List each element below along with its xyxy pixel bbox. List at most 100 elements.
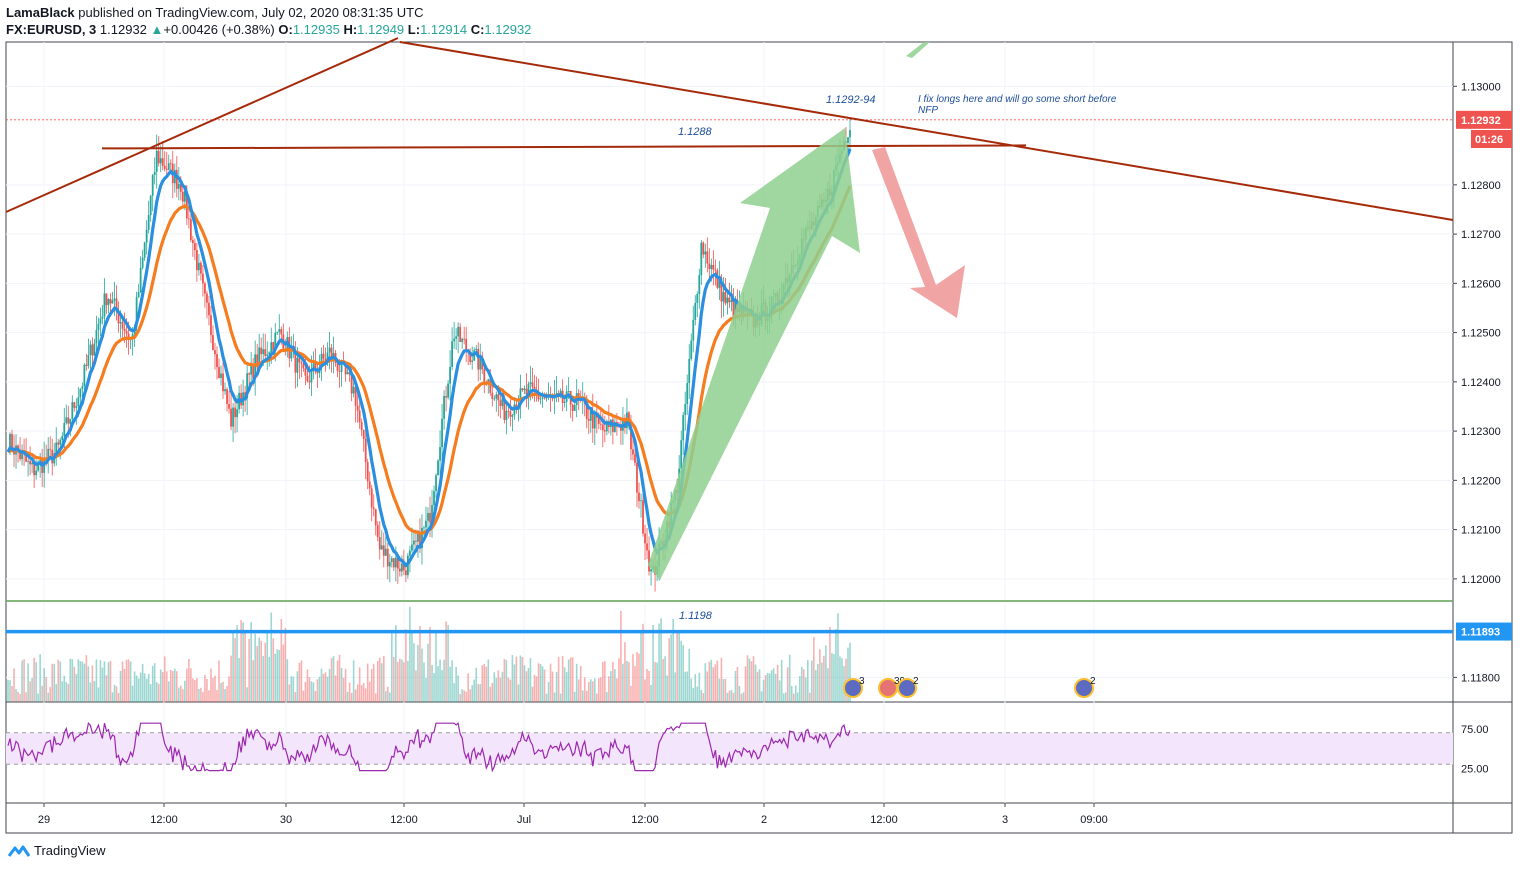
volume-bar xyxy=(159,669,162,702)
candle-body xyxy=(163,165,166,169)
volume-bar xyxy=(391,630,393,702)
time-tick-label-6: 2 xyxy=(761,814,767,826)
volume-bar xyxy=(427,643,429,702)
volume-bar xyxy=(81,661,84,702)
volume-bar xyxy=(511,655,514,702)
volume-bar xyxy=(837,613,839,702)
volume-bar xyxy=(119,670,122,702)
candle-body xyxy=(91,344,94,356)
candle-body xyxy=(266,354,269,356)
volume-bar xyxy=(740,693,743,702)
candle-body xyxy=(220,373,222,378)
volume-bar xyxy=(405,629,407,702)
volume-bar xyxy=(443,659,445,702)
volume-bar xyxy=(726,692,729,702)
candle-body xyxy=(690,340,693,359)
publisher-name[interactable]: LamaBlack xyxy=(6,5,75,20)
volume-bar xyxy=(762,679,765,702)
candle-body xyxy=(541,397,544,399)
volume-bar xyxy=(316,679,319,702)
volume-bar xyxy=(682,645,685,702)
volume-bar xyxy=(720,657,723,702)
volume-bar xyxy=(742,692,745,702)
candle-body xyxy=(147,215,150,230)
candle-body xyxy=(198,262,200,271)
volume-bar xyxy=(284,627,287,702)
candle-body xyxy=(400,563,403,572)
volume-bar xyxy=(784,692,787,702)
candle-body xyxy=(505,410,508,420)
volume-bar xyxy=(99,660,102,702)
volume-bar xyxy=(690,678,693,702)
symbol-name[interactable]: FX:EURUSD, 3 xyxy=(6,22,97,37)
candle-body xyxy=(109,298,112,304)
volume-bar xyxy=(238,657,240,702)
candle-body xyxy=(310,369,313,383)
volume-bar xyxy=(831,653,833,702)
volume-bar xyxy=(712,667,715,702)
volume-bar xyxy=(517,684,520,702)
volume-bar xyxy=(479,684,482,702)
volume-bar xyxy=(348,682,351,702)
volume-bar xyxy=(240,619,242,702)
volume-bar xyxy=(93,681,96,702)
volume-bar xyxy=(602,661,604,702)
candle-body xyxy=(593,412,596,429)
volume-bar xyxy=(95,659,98,702)
volume-bar xyxy=(756,671,759,702)
volume-bar xyxy=(435,631,437,702)
volume-bar xyxy=(626,660,628,702)
volume-bar xyxy=(738,685,741,702)
candle-body xyxy=(402,563,405,571)
candle-body xyxy=(728,297,731,303)
candle-body xyxy=(465,338,468,350)
candle-body xyxy=(95,329,98,344)
tradingview-logo[interactable]: TradingView xyxy=(8,843,106,858)
candle-body xyxy=(252,363,255,379)
volume-bar xyxy=(573,691,576,702)
volume-bar xyxy=(71,659,74,702)
candle-body xyxy=(557,393,560,394)
bullish-arrow xyxy=(648,128,860,580)
volume-bar xyxy=(587,681,590,702)
volume-bar xyxy=(770,670,773,702)
volume-bar xyxy=(15,688,17,702)
candle-body xyxy=(599,423,602,425)
candle-body xyxy=(531,382,534,387)
candle-body xyxy=(191,240,194,244)
candle-body xyxy=(39,460,42,462)
candle-body xyxy=(107,298,110,306)
volume-bar xyxy=(184,680,186,702)
volume-bar xyxy=(417,645,419,702)
candle-body xyxy=(67,417,70,424)
low-value: 1.12914 xyxy=(420,22,468,37)
volume-bar xyxy=(591,681,594,702)
volume-bar xyxy=(101,667,104,702)
volume-bar xyxy=(849,642,851,702)
volume-bar xyxy=(618,658,620,702)
volume-bar xyxy=(642,623,644,702)
candle-body xyxy=(636,462,638,493)
candle-body xyxy=(362,430,365,439)
volume-bar xyxy=(467,673,469,702)
candle-body xyxy=(79,388,82,398)
volume-bar xyxy=(445,621,447,702)
candle-body xyxy=(69,418,72,424)
annotation-0: 1.1292-94 xyxy=(826,94,876,106)
volume-bar xyxy=(163,656,166,702)
volume-bar xyxy=(489,686,492,702)
candle-body xyxy=(159,158,162,164)
volume-bar xyxy=(610,671,612,702)
volume-bar xyxy=(463,690,465,702)
volume-bar xyxy=(672,618,674,702)
volume-bar xyxy=(55,684,58,702)
volume-bar xyxy=(790,685,793,702)
volume-bar xyxy=(786,667,789,702)
tradingview-logo-icon xyxy=(8,845,30,857)
candle-body xyxy=(312,363,315,370)
volume-bar xyxy=(696,686,699,702)
candle-body xyxy=(224,389,226,392)
volume-bar xyxy=(718,678,721,702)
volume-bar xyxy=(419,626,421,702)
